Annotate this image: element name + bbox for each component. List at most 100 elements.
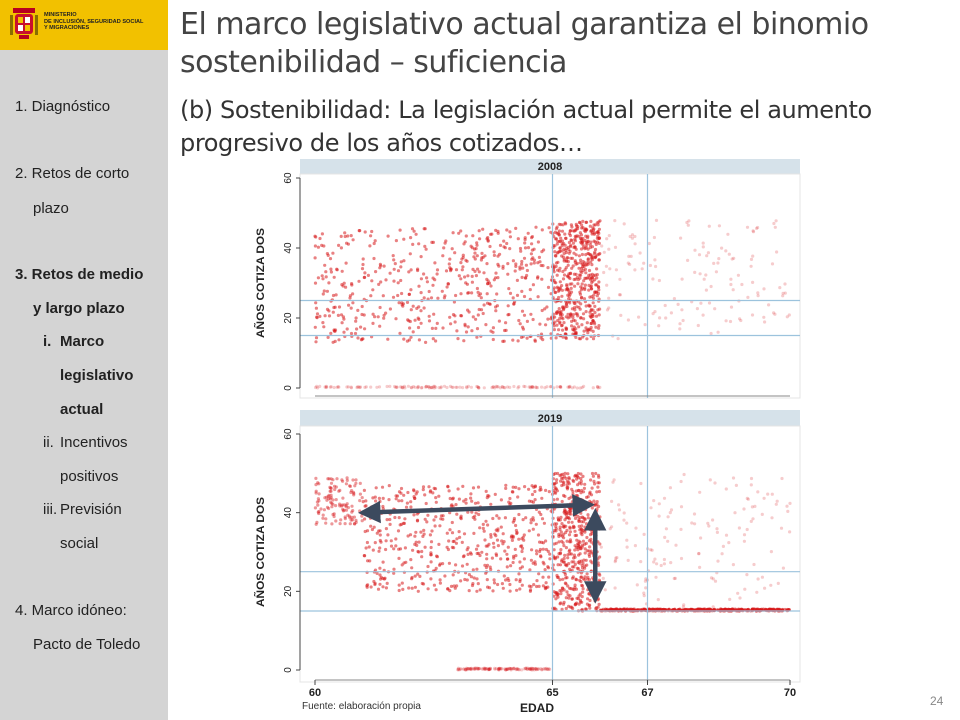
- scatter-point: [559, 479, 563, 483]
- sidebar-item-marco-idoneo[interactable]: 4. Marco idóneo:: [15, 602, 127, 619]
- scatter-point: [567, 385, 571, 389]
- scatter-point: [763, 320, 767, 324]
- scatter-point: [536, 240, 540, 244]
- scatter-point: [395, 385, 399, 389]
- sidebar-subitem-marco-cont[interactable]: legislativo: [60, 367, 134, 384]
- sidebar-item-retos-medio-cont[interactable]: y largo plazo: [33, 300, 125, 317]
- scatter-point: [518, 560, 522, 564]
- sidebar-item-retos-corto-cont[interactable]: plazo: [33, 200, 69, 217]
- scatter-point: [354, 478, 358, 482]
- scatter-point: [448, 257, 452, 261]
- scatter-point: [409, 308, 413, 312]
- y-tick-label: 40: [283, 507, 294, 519]
- sidebar-item-retos-medio[interactable]: 3. Retos de medio: [15, 266, 144, 283]
- sidebar-item-retos-corto[interactable]: 2. Retos de corto: [15, 165, 130, 182]
- scatter-point: [439, 517, 443, 521]
- scatter-point: [556, 593, 560, 597]
- scatter-point: [328, 485, 332, 489]
- sidebar-item-marco-idoneo-cont[interactable]: Pacto de Toledo: [33, 636, 141, 653]
- scatter-point: [485, 563, 490, 567]
- scatter-point: [588, 310, 592, 314]
- scatter-point: [560, 476, 564, 480]
- scatter-point: [506, 667, 510, 671]
- scatter-point: [554, 487, 558, 491]
- scatter-point: [615, 556, 619, 560]
- scatter-point: [567, 517, 572, 521]
- scatter-point: [313, 256, 317, 260]
- sidebar-subitem-prevision[interactable]: Previsión: [60, 501, 122, 518]
- scatter-point: [460, 564, 465, 568]
- scatter-point: [589, 321, 593, 326]
- scatter-point: [316, 503, 320, 507]
- sidebar-subitem-marco[interactable]: Marco: [60, 333, 105, 350]
- scatter-point: [779, 526, 784, 530]
- scatter-point: [474, 666, 478, 670]
- scatter-point: [445, 285, 449, 289]
- scatter-point: [518, 578, 522, 582]
- scatter-point: [520, 262, 524, 266]
- scatter-point: [529, 666, 533, 671]
- scatter-point: [539, 512, 543, 517]
- y-tick-label: 20: [283, 312, 294, 324]
- scatter-point: [369, 585, 373, 589]
- scatter-point: [451, 385, 455, 389]
- scatter-point: [554, 607, 558, 612]
- sidebar-subitem-marco-cont[interactable]: actual: [60, 401, 104, 418]
- scatter-point: [394, 497, 398, 501]
- scatter-point: [454, 503, 458, 507]
- scatter-point: [393, 515, 397, 520]
- scatter-point: [487, 667, 491, 671]
- sidebar-subitem-incentivos[interactable]: Incentivos: [60, 434, 128, 451]
- sidebar-subitem-incentivos-cont[interactable]: positivos: [60, 468, 119, 485]
- scatter-point: [626, 558, 630, 562]
- scatter-point: [505, 228, 509, 232]
- scatter-point: [507, 666, 512, 670]
- panel-title: 2008: [538, 161, 562, 173]
- scatter-point: [334, 519, 338, 523]
- scatter-point: [557, 534, 561, 538]
- scatter-point: [788, 501, 792, 505]
- scatter-point: [568, 245, 573, 249]
- scatter-point: [464, 667, 468, 671]
- ministry-line: Y MIGRACIONES: [44, 25, 90, 32]
- scatter-point: [394, 239, 398, 243]
- scatter-point: [506, 557, 510, 561]
- scatter-point: [586, 257, 590, 261]
- scatter-point: [516, 495, 520, 499]
- scatter-point: [366, 273, 370, 277]
- scatter-point: [461, 386, 465, 390]
- scatter-point: [523, 385, 527, 389]
- scatter-point: [568, 540, 572, 544]
- sidebar-item-diagnostico[interactable]: 1. Diagnóstico: [15, 98, 111, 115]
- sidebar-subitem-prevision-cont[interactable]: social: [60, 535, 99, 552]
- scatter-point: [712, 261, 716, 265]
- scatter-point: [574, 327, 578, 331]
- scatter-point: [405, 501, 409, 505]
- scatter-point: [331, 293, 336, 298]
- scatter-point: [555, 573, 559, 578]
- scatter-point: [599, 545, 603, 549]
- scatter-point: [582, 317, 586, 321]
- scatter-point: [769, 583, 773, 587]
- scatter-point: [474, 274, 478, 278]
- scatter-point: [504, 483, 508, 487]
- scatter-point: [342, 330, 346, 334]
- scatter-point: [532, 258, 536, 262]
- scatter-point: [583, 276, 587, 280]
- scatter-point: [397, 490, 402, 494]
- scatter-point: [317, 511, 321, 516]
- scatter-point: [619, 313, 623, 317]
- scatter-point: [640, 267, 644, 271]
- scatter-point: [392, 567, 396, 571]
- scatter-point: [466, 325, 470, 329]
- scatter-point: [439, 514, 443, 518]
- scatter-point: [663, 303, 667, 308]
- scatter-point: [475, 286, 479, 291]
- scatter-point: [397, 516, 401, 520]
- scatter-point: [578, 386, 582, 390]
- scatter-point: [517, 318, 521, 323]
- scatter-point: [392, 258, 396, 262]
- scatter-point: [499, 557, 503, 561]
- scatter-point: [462, 554, 466, 558]
- scatter-point: [514, 264, 518, 268]
